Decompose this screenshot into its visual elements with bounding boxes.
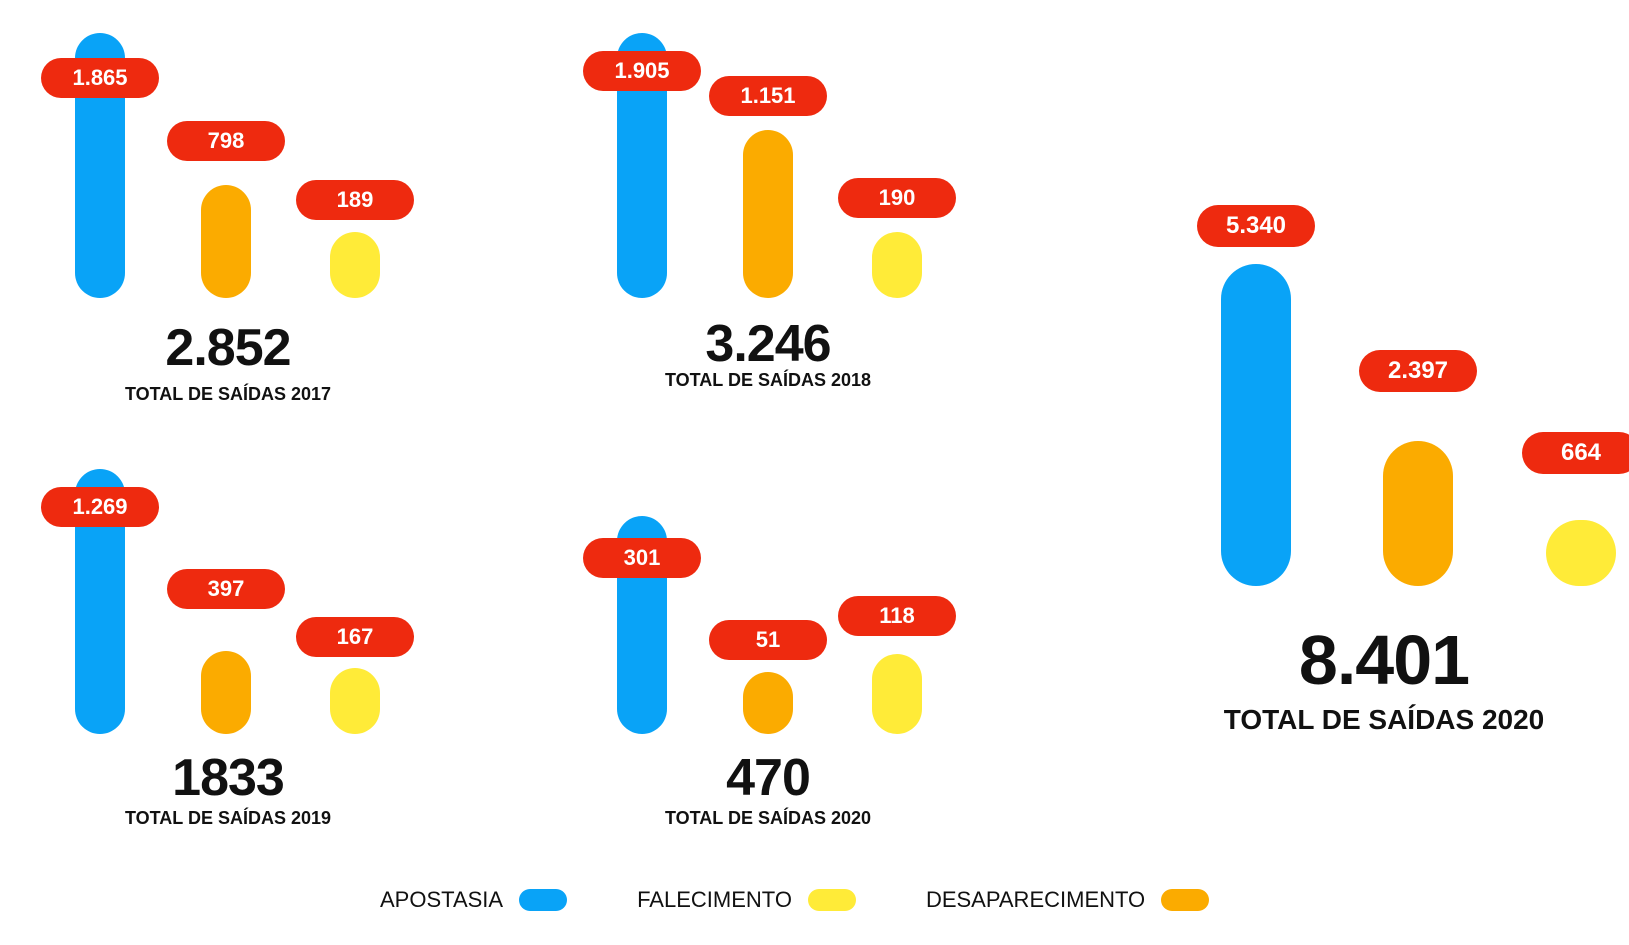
value-label-desaparecimento: 51 <box>709 620 827 660</box>
value-label-apostasia: 1.269 <box>41 487 159 527</box>
legend-label-apostasia: APOSTASIA <box>380 887 504 912</box>
total-value: 1833 <box>172 749 285 807</box>
value-label-apostasia: 5.340 <box>1197 205 1315 247</box>
bar-falecimento <box>1546 520 1616 586</box>
value-label-falecimento: 664 <box>1522 432 1629 474</box>
value-label-desaparecimento: 1.151 <box>709 76 827 116</box>
value-label-apostasia: 1.905 <box>583 51 701 91</box>
value-label-apostasia: 301 <box>583 538 701 578</box>
value-label-desaparecimento: 2.397 <box>1359 350 1477 392</box>
bar-desaparecimento <box>743 130 793 298</box>
legend-swatch-apostasia <box>519 889 568 911</box>
legend-item-desaparecimento: DESAPARECIMENTO <box>925 887 1210 913</box>
value-label-desaparecimento: 397 <box>167 569 285 609</box>
total-caption: TOTAL DE SAÍDAS 2020 <box>1223 704 1545 735</box>
total-caption: TOTAL DE SAÍDAS 2018 <box>664 370 872 390</box>
total-caption: TOTAL DE SAÍDAS 2017 <box>124 384 332 404</box>
total-value: 2.852 <box>165 319 291 377</box>
total-caption: TOTAL DE SAÍDAS 2020 <box>664 808 872 828</box>
bar-falecimento <box>872 232 922 298</box>
total-value: 3.246 <box>705 315 831 373</box>
legend-label-desaparecimento: DESAPARECIMENTO <box>925 887 1146 912</box>
total-value: 470 <box>726 749 811 807</box>
legend-item-apostasia: APOSTASIA <box>380 887 568 913</box>
total-caption: TOTAL DE SAÍDAS 2019 <box>124 808 332 828</box>
bar-desaparecimento <box>743 672 793 734</box>
legend-swatch-falecimento <box>807 889 856 911</box>
legend-swatch-desaparecimento <box>1161 889 1210 911</box>
bar-falecimento <box>330 668 380 734</box>
legend-label-falecimento: FALECIMENTO <box>637 887 792 912</box>
total-value: 8.401 <box>1298 621 1470 699</box>
bar-falecimento <box>330 232 380 298</box>
value-label-falecimento: 118 <box>838 596 956 636</box>
value-label-apostasia: 1.865 <box>41 58 159 98</box>
value-label-falecimento: 167 <box>296 617 414 657</box>
bar-desaparecimento <box>1383 441 1453 586</box>
bar-apostasia <box>1221 264 1291 586</box>
value-label-falecimento: 189 <box>296 180 414 220</box>
legend: APOSTASIA FALECIMENTO DESAPARECIMENTO <box>380 885 1279 915</box>
bar-desaparecimento <box>201 651 251 734</box>
legend-item-falecimento: FALECIMENTO <box>637 887 856 913</box>
bar-desaparecimento <box>201 184 251 298</box>
value-label-desaparecimento: 798 <box>167 121 285 161</box>
bar-falecimento <box>872 654 922 734</box>
value-label-falecimento: 190 <box>838 178 956 218</box>
